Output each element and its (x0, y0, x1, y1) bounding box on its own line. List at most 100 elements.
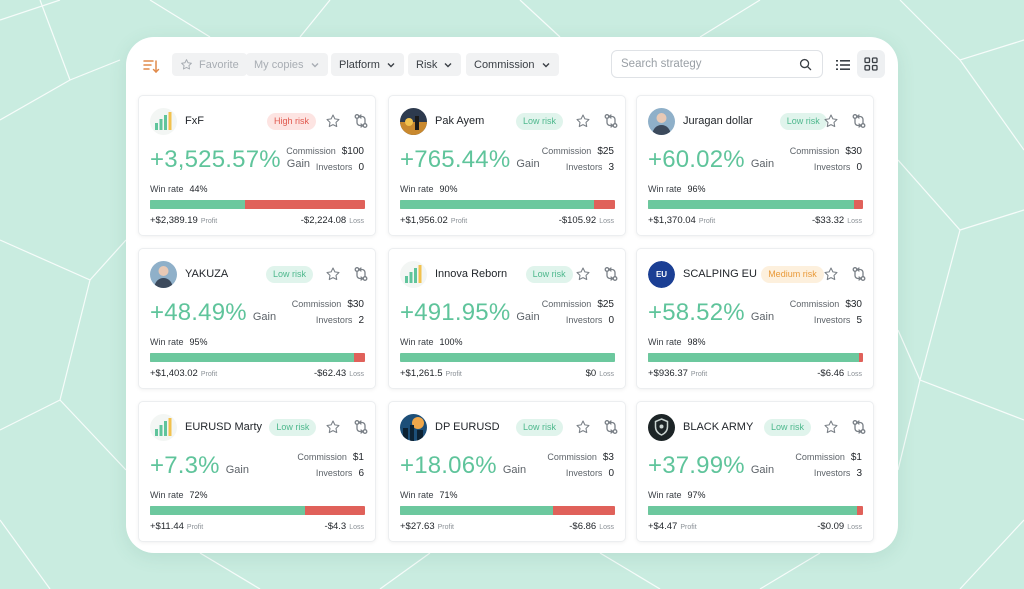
copy-trade-icon[interactable] (353, 113, 369, 134)
star-icon[interactable] (575, 419, 591, 440)
loss-row: -$0.09 Loss (817, 521, 862, 532)
win-rate-bar-fill (648, 506, 857, 515)
commission-label: Commission (474, 58, 535, 71)
star-icon[interactable] (823, 419, 839, 440)
win-rate-label: Win rate (150, 337, 184, 347)
sort-icon[interactable] (142, 57, 160, 75)
copy-trade-icon[interactable] (603, 266, 619, 287)
star-icon[interactable] (325, 113, 341, 134)
strategy-card[interactable]: Juragan dollar Low risk +60.02% Gain Commiss… (636, 95, 874, 236)
investors-value: 6 (358, 468, 364, 479)
grid-view-button[interactable] (857, 50, 885, 78)
profit-value: +$27.63 (400, 521, 435, 532)
chevron-down-icon (387, 62, 395, 67)
shield-logo-icon (648, 414, 675, 441)
strategy-name[interactable]: Innova Reborn (435, 268, 508, 280)
strategy-name[interactable]: Pak Ayem (435, 115, 485, 127)
star-icon[interactable] (823, 113, 839, 134)
search-input[interactable]: Search strategy (611, 50, 823, 78)
strategy-card[interactable]: EURUSD Marty Low risk +7.3% Gain Commission $… (138, 401, 376, 542)
loss-label: Loss (847, 218, 862, 225)
copy-trade-icon[interactable] (851, 113, 867, 134)
loss-row: -$62.43 Loss (314, 368, 364, 379)
favorite-filter[interactable]: Favorite (172, 53, 247, 76)
chevron-down-icon (444, 62, 452, 67)
strategy-card[interactable]: Pak Ayem Low risk +765.44% Gain Commission $2… (388, 95, 626, 236)
win-rate-value: 95% (189, 337, 208, 347)
loss-value: -$6.86 (569, 521, 597, 532)
strategy-card[interactable]: Innova Reborn Low risk +491.95% Gain Commiss… (388, 248, 626, 389)
commission-value: $3 (602, 452, 614, 463)
risk-badge: Low risk (516, 113, 564, 130)
risk-dropdown[interactable]: Risk (408, 53, 462, 76)
loss-row: $0 Loss (586, 368, 614, 379)
risk-label: Risk (416, 58, 438, 71)
list-view-button[interactable] (830, 52, 856, 78)
win-rate-label: Win rate (400, 337, 434, 347)
gain-percent: +7.3% (150, 452, 220, 479)
star-icon[interactable] (325, 419, 341, 440)
risk-badge: Low risk (764, 419, 812, 436)
copy-trade-icon[interactable] (603, 113, 619, 134)
star-icon[interactable] (325, 266, 341, 287)
gain-label: Gain (516, 311, 540, 323)
investors-row: Investors 3 (566, 162, 614, 173)
commission-row: Commission $30 (790, 299, 862, 310)
person-photo-icon (648, 108, 675, 135)
star-icon[interactable] (823, 266, 839, 287)
profit-row: +$936.37 Profit (648, 368, 707, 379)
person-photo-icon (150, 261, 177, 288)
strategy-name[interactable]: Juragan dollar (683, 115, 753, 127)
star-icon[interactable] (575, 266, 591, 287)
gain-value: +491.95% Gain (400, 299, 540, 327)
my-copies-dropdown[interactable]: My copies (246, 53, 328, 76)
win-rate-value: 100% (439, 337, 463, 347)
platform-dropdown[interactable]: Platform (331, 53, 404, 76)
risk-badge: High risk (267, 113, 317, 130)
profit-row: +$27.63 Profit (400, 521, 454, 532)
platform-label: Platform (339, 58, 380, 71)
strategy-name[interactable]: BLACK ARMY (683, 421, 754, 433)
city-photo-icon (400, 414, 427, 441)
strategy-panel: Favorite My copies Platform Risk Commiss… (126, 37, 898, 553)
copy-trade-icon[interactable] (851, 419, 867, 440)
gain-value: +765.44% Gain (400, 146, 540, 174)
gain-value: +37.99% Gain (648, 452, 774, 480)
strategy-name[interactable]: FxF (185, 115, 204, 127)
strategy-name[interactable]: DP EURUSD (435, 421, 500, 433)
loss-value: -$33.32 (811, 215, 845, 226)
commission-label: Commission (291, 299, 342, 309)
copy-trade-icon[interactable] (851, 266, 867, 287)
search-icon[interactable] (799, 58, 812, 71)
commission-dropdown[interactable]: Commission (466, 53, 559, 76)
copy-trade-icon[interactable] (353, 266, 369, 287)
win-rate-value: 90% (439, 184, 458, 194)
risk-badge: Low risk (525, 266, 573, 283)
loss-value: -$105.92 (558, 215, 597, 226)
copy-trade-icon[interactable] (353, 419, 369, 440)
star-icon[interactable] (575, 113, 591, 134)
strategy-name[interactable]: SCALPING EU (683, 268, 757, 280)
win-rate-row: Win rate 97% (648, 490, 706, 500)
star-icon (181, 59, 192, 70)
gain-percent: +48.49% (150, 299, 247, 326)
copy-trade-icon[interactable] (603, 419, 619, 440)
gain-percent: +60.02% (648, 146, 745, 173)
profit-row: +$1,956.02 Profit (400, 215, 467, 226)
chart-logo-icon (150, 414, 177, 441)
gain-value: +18.06% Gain (400, 452, 526, 480)
strategy-name[interactable]: EURUSD Marty (185, 421, 263, 433)
strategy-name[interactable]: YAKUZA (185, 268, 229, 280)
chart-logo-icon (150, 108, 177, 135)
strategy-card[interactable]: BLACK ARMY Low risk +37.99% Gain Commission $… (636, 401, 874, 542)
commission-label: Commission (789, 146, 840, 156)
strategy-card[interactable]: YAKUZA Low risk +48.49% Gain Commission $30 In… (138, 248, 376, 389)
strategy-card[interactable]: EU SCALPING EU Medium risk +58.52% Gain Commi… (636, 248, 874, 389)
strategy-card[interactable]: FxF High risk +3,525.57% Gain Commission $100… (138, 95, 376, 236)
strategy-card[interactable]: DP EURUSD Low risk +18.06% Gain Commission $3… (388, 401, 626, 542)
win-rate-label: Win rate (400, 184, 434, 194)
investors-row: Investors 2 (316, 315, 364, 326)
win-rate-bar (400, 353, 615, 362)
risk-badge: Low risk (779, 113, 827, 130)
commission-label: Commission (297, 452, 347, 462)
